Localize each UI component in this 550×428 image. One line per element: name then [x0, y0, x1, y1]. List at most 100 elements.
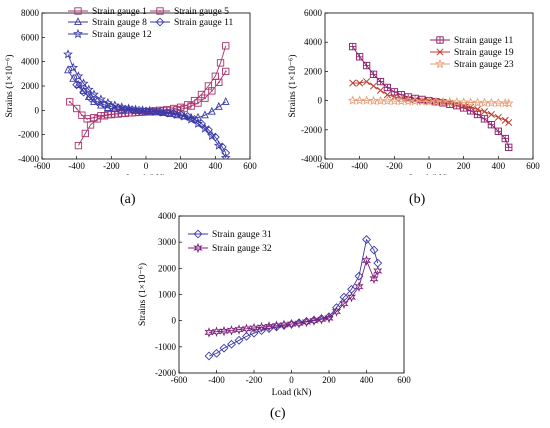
data-point: [466, 107, 475, 115]
data-point: [204, 351, 214, 361]
x-tick-label: 400: [492, 161, 506, 171]
x-tick-label: -600: [171, 375, 188, 385]
data-point: [214, 101, 223, 110]
y-tick-label: 4000: [21, 57, 40, 67]
data-point: [494, 113, 502, 121]
data-point: [68, 62, 79, 72]
series-5: [63, 49, 231, 159]
series-line: [67, 54, 227, 159]
legend-marker: [74, 7, 82, 15]
data-point: [226, 325, 237, 336]
y-tick-label: 0: [35, 105, 40, 115]
legend-item: Strain gauge 32: [188, 242, 272, 254]
data-point: [505, 118, 513, 127]
y-tick-label: 6000: [21, 32, 40, 42]
data-point: [78, 111, 86, 119]
data-point: [217, 142, 227, 152]
data-point: [505, 143, 513, 151]
data-point: [165, 108, 176, 118]
data-point: [97, 100, 105, 109]
data-point: [354, 281, 364, 292]
data-point: [349, 79, 357, 87]
y-tick-label: 6000: [304, 8, 323, 18]
data-point: [66, 98, 74, 106]
ticks: -600 -400 -200 0 200 400 600-4000-200002000400…: [18, 8, 257, 171]
data-point: [390, 88, 398, 96]
y-tick-label: 1000: [158, 290, 177, 300]
data-point: [64, 65, 72, 74]
y-tick-label: 0: [318, 96, 323, 106]
data-point: [216, 59, 225, 67]
data-point: [363, 78, 371, 86]
data-point: [373, 265, 383, 277]
data-point: [102, 97, 113, 108]
data-point: [487, 110, 495, 119]
legend-label: Strain gauge 19: [454, 48, 514, 58]
data-point: [227, 339, 236, 349]
series-3: [347, 95, 514, 108]
series-2: [204, 255, 383, 338]
data-point: [383, 83, 392, 92]
data-point: [249, 328, 259, 338]
data-point: [151, 106, 162, 116]
x-tick-label: 200: [322, 375, 336, 385]
data-point: [93, 97, 102, 107]
legend-item: Strain gauge 5: [150, 7, 229, 17]
data-point: [96, 94, 106, 104]
data-point: [211, 326, 222, 337]
data-point: [137, 105, 148, 115]
data-point: [83, 115, 91, 123]
data-point: [369, 245, 379, 255]
y-axis-label: Strains (1×10⁻⁶): [137, 263, 148, 326]
data-point: [206, 130, 217, 141]
data-point: [361, 255, 372, 266]
data-point: [256, 321, 267, 333]
legend-marker: [74, 17, 82, 26]
data-point: [104, 110, 112, 119]
data-point: [109, 100, 120, 110]
ticks: -600 -400 -200 0 200 400 600-2000-100001000200…: [155, 211, 411, 385]
legend-marker: [193, 229, 203, 239]
x-tick-label: 0: [427, 161, 432, 171]
data-point: [213, 140, 224, 150]
legend-marker: [436, 48, 444, 56]
data-point: [234, 324, 244, 335]
data-point: [221, 148, 231, 158]
x-tick-label: -400: [351, 161, 368, 171]
y-tick-label: 2000: [304, 66, 323, 76]
legend-item: Strain gauge 23: [430, 58, 514, 70]
legend-item: Strain gauge 1: [68, 7, 147, 17]
data-point: [219, 343, 229, 353]
y-tick-label: 8000: [21, 8, 40, 18]
data-point: [376, 77, 385, 86]
data-point: [158, 107, 169, 117]
data-point: [369, 82, 378, 90]
y-tick-label: -4000: [301, 154, 322, 164]
legend-marker: [156, 7, 164, 15]
data-point: [286, 318, 297, 330]
legend-label: Strain gauge 11: [174, 18, 234, 28]
data-point: [264, 321, 274, 332]
data-point: [63, 49, 73, 59]
series-1: [204, 235, 383, 361]
chart-a: -600 -400 -200 0 200 400 600-4000-200002000400…: [4, 7, 257, 175]
data-point: [249, 322, 259, 334]
y-tick-label: 4000: [304, 37, 323, 47]
data-point: [74, 141, 83, 150]
data-point: [194, 99, 202, 107]
legend-label: Strain gauge 5: [174, 7, 229, 17]
legend-item: Strain gauge 8: [68, 17, 147, 28]
data-point: [339, 298, 349, 309]
data-point: [242, 331, 251, 341]
data-point: [83, 84, 94, 94]
data-point: [90, 113, 98, 122]
data-point: [501, 134, 509, 143]
data-point: [369, 273, 379, 285]
legend: Strain gauge 11 Strain gauge 19 Strain gau…: [430, 36, 514, 70]
data-point: [89, 89, 99, 99]
legend-marker: [193, 242, 203, 254]
data-point: [204, 327, 214, 338]
data-point: [349, 42, 357, 51]
series-group: [63, 42, 231, 159]
